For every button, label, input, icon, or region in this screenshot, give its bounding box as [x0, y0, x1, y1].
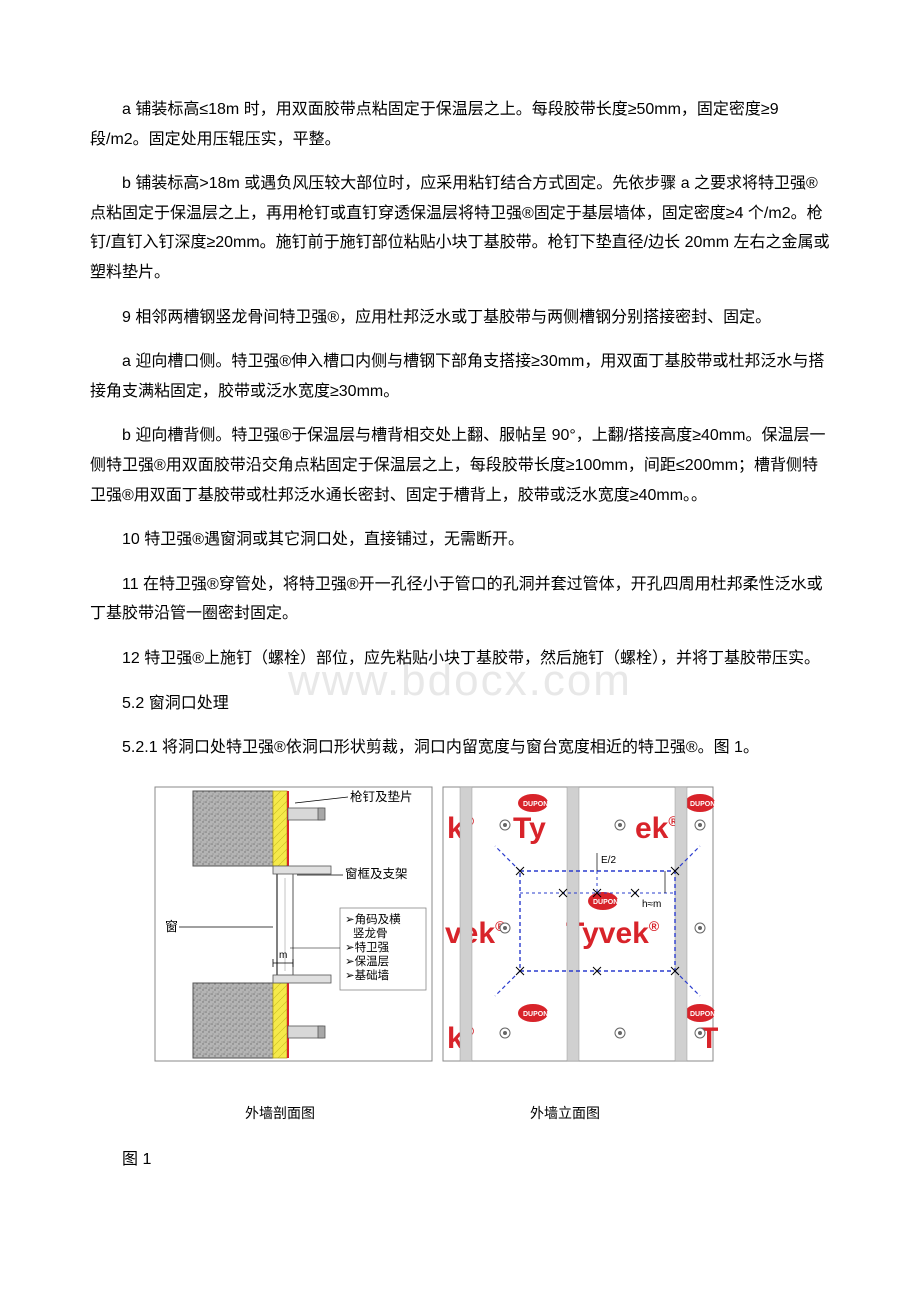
paragraph-10: 10 特卫强®遇窗洞或其它洞口处，直接铺过，无需断开。: [90, 525, 830, 555]
paragraph-12: 12 特卫强®上施钉（螺栓）部位，应先粘贴小块丁基胶带，然后施钉（螺栓），并将丁…: [90, 644, 830, 674]
paragraph-9: 9 相邻两槽钢竖龙骨间特卫强®，应用杜邦泛水或丁基胶带与两侧槽钢分别搭接密封、固…: [90, 303, 830, 333]
legend-3: ➢特卫强: [345, 940, 390, 954]
svg-text:Ty: Ty: [513, 812, 546, 845]
nail-washer-label: 枪钉及垫片: [350, 789, 413, 804]
legend-2: 竖龙骨: [353, 927, 388, 940]
svg-text:DUPONT: DUPONT: [523, 1011, 553, 1018]
legend-1: ➢角码及横: [345, 912, 401, 926]
svg-text:DUPONT: DUPONT: [690, 1011, 720, 1018]
window-frame-label: 窗框及支架: [345, 867, 408, 881]
figure-1-container: m 窗 枪钉及垫片 窗框及支架 ➢角码及横 竖龙骨 ➢特卫强 ➢保温层 ➢基础墙…: [145, 783, 830, 1127]
legend-4: ➢保温层: [345, 954, 389, 968]
dim-hm: h≈m: [642, 899, 661, 910]
window-label: 窗: [165, 919, 178, 934]
figure-1-label: 图 1: [90, 1145, 830, 1175]
svg-text:DUPONT: DUPONT: [690, 801, 720, 808]
paragraph-a1: a 铺装标高≤18m 时，用双面胶带点粘固定于保温层之上。每段胶带长度≥50mm…: [90, 95, 830, 154]
svg-text:DUPONT: DUPONT: [523, 801, 553, 808]
svg-text:T: T: [700, 1022, 718, 1055]
svg-text:DUPONT: DUPONT: [593, 899, 623, 906]
paragraph-5-2: 5.2 窗洞口处理: [90, 689, 830, 719]
caption-section-view: 外墙剖面图: [245, 1101, 315, 1127]
paragraph-b1: b 铺装标高>18m 或遇负风压较大部位时，应采用粘钉结合方式固定。先依步骤 a…: [90, 169, 830, 287]
figure-captions: 外墙剖面图 外墙立面图: [145, 1101, 830, 1127]
paragraph-11: 11 在特卫强®穿管处，将特卫强®开一孔径小于管口的孔洞并套过管体，开孔四周用杜…: [90, 570, 830, 629]
paragraph-5-2-1: 5.2.1 将洞口处特卫强®依洞口形状剪裁，洞口内留宽度与窗台宽度相近的特卫强®…: [90, 733, 830, 763]
paragraph-a2: a 迎向槽口侧。特卫强®伸入槽口内侧与槽钢下部角支搭接≥30mm，用双面丁基胶带…: [90, 347, 830, 406]
paragraph-b2: b 迎向槽背侧。特卫强®于保温层与槽背相交处上翻、服帖呈 90°，上翻/搭接高度…: [90, 421, 830, 510]
dim-m-label: m: [279, 950, 287, 961]
legend-5: ➢基础墙: [345, 968, 390, 982]
svg-text:Tyvek®: Tyvek®: [566, 917, 660, 950]
figure-1-svg: m 窗 枪钉及垫片 窗框及支架 ➢角码及横 竖龙骨 ➢特卫强 ➢保温层 ➢基础墙…: [145, 783, 720, 1093]
caption-elevation-view: 外墙立面图: [530, 1101, 600, 1127]
dim-e2: E/2: [601, 855, 616, 866]
